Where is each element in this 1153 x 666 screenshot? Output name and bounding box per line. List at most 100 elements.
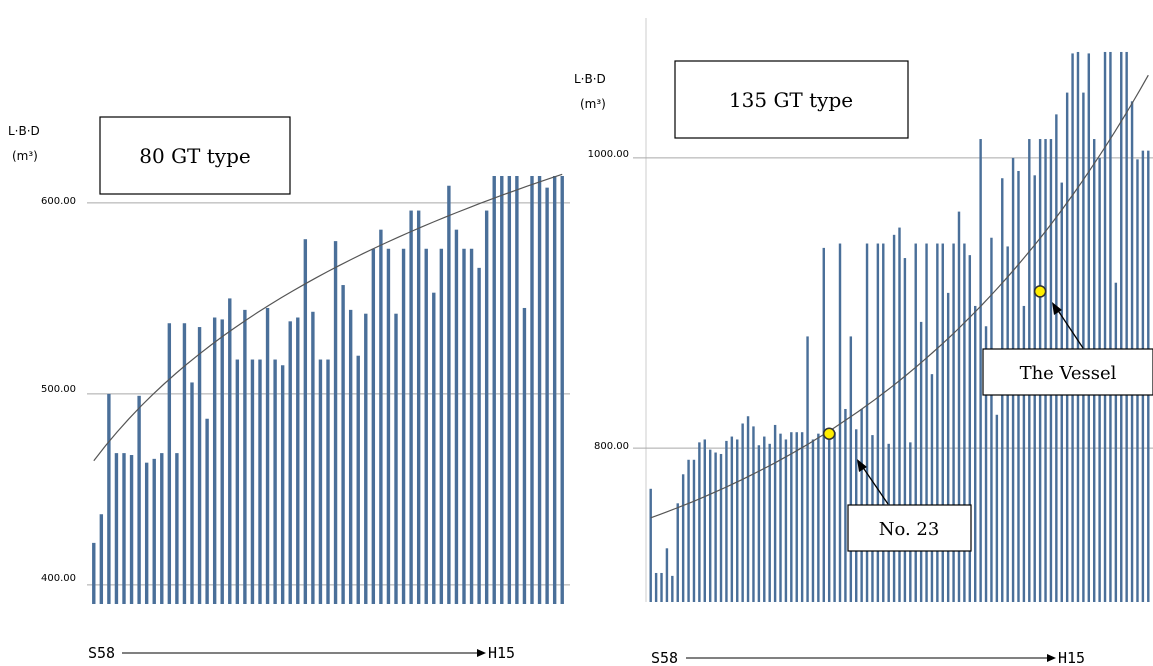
bar [784,439,788,602]
y-axis-unit: (m³) [12,149,38,163]
bar [763,436,766,602]
trend-curve [650,74,1149,519]
bar [1114,282,1118,602]
bar [348,309,353,604]
bar [212,317,217,604]
bar [250,359,255,604]
bar [424,248,428,604]
bar [660,572,663,602]
bar [280,365,285,604]
bar [714,452,717,602]
bar [560,176,564,604]
bar [827,430,831,602]
bar [957,211,961,603]
x-arrow-head [477,649,486,657]
bar [144,462,149,604]
bar [371,248,376,604]
bar [779,433,782,602]
bar [364,313,368,604]
bar [129,455,134,604]
bar [741,423,744,602]
callout-box-no23 [847,504,972,552]
callout-label-no23: No. 23 [879,519,940,540]
bar [882,243,885,602]
bar [356,355,360,604]
bar [99,514,104,604]
chart-135gt: L·B·D (m³) 1000.00 800.00 135 GT type No… [574,18,1153,666]
bar [833,432,836,602]
bar [752,426,755,602]
chart-title: 135 GT type [729,88,853,112]
bar [995,414,999,602]
bar [649,488,652,602]
bar [341,285,345,604]
bar [500,176,504,604]
bar [447,185,451,605]
bar [838,243,842,602]
bar [968,255,972,602]
bar [736,439,739,602]
bar [817,433,820,602]
bar [432,292,436,604]
bar [530,176,534,604]
bar [394,313,398,604]
bar [122,453,126,604]
bar [114,453,119,604]
bar [844,408,847,602]
bar [107,393,111,604]
bar [182,323,187,604]
bar [952,243,955,602]
bar [925,243,928,602]
callout-arrow-no23 [861,465,889,505]
callout-arrowhead [1052,302,1062,315]
bar [941,243,944,602]
y-tick-label: 400.00 [41,573,76,584]
marker-the-vessel [1033,285,1047,298]
chart-title: 80 GT type [139,144,250,168]
bar [379,229,383,604]
bar [865,243,869,602]
bar [703,439,706,602]
bar [92,542,96,604]
bar [1006,246,1009,602]
bar [665,548,669,602]
bar [190,382,194,604]
callout-arrow-vessel [1056,308,1084,349]
bar [790,432,793,602]
bar [477,267,481,604]
bar [515,176,519,604]
bar [175,453,179,604]
bar [654,572,658,602]
y-tick-label: 600.00 [41,196,76,207]
bar [522,307,527,604]
bar [416,210,421,604]
y-axis-label: L·B·D [8,124,40,138]
bar [537,176,542,604]
bar [692,459,696,602]
bar [318,359,323,604]
bar [730,436,734,602]
bar [979,139,982,603]
bar [725,440,728,602]
bar [1082,92,1085,602]
trend-curve [93,173,563,462]
bar [296,317,300,604]
marker-no23 [822,427,836,440]
bar [409,210,413,604]
bar [160,453,164,604]
bar [676,503,679,602]
bar [401,248,406,604]
bar [492,176,496,604]
y-tick-label: 1000.00 [588,149,629,160]
bar [800,432,804,602]
bar [671,575,674,602]
bar [698,442,701,602]
bar [963,243,966,602]
callout-arrowhead [857,459,867,472]
bar [903,258,907,602]
bar [439,248,444,604]
bar [484,210,489,604]
bar [746,416,750,602]
bar [507,176,512,604]
